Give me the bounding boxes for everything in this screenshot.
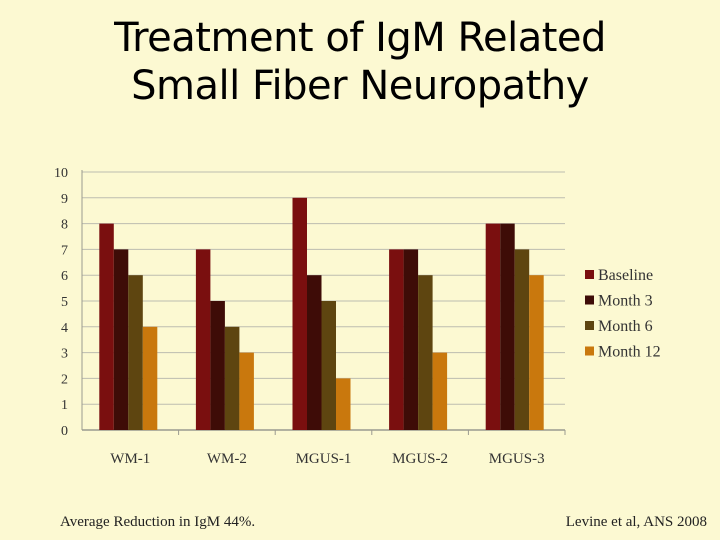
- legend-swatch: [585, 321, 594, 330]
- legend-label: Month 12: [598, 344, 661, 361]
- title-line-1: Treatment of IgM Related: [114, 15, 606, 61]
- bar-wm-1-baseline: [99, 223, 114, 430]
- y-tick-label: 6: [61, 269, 68, 284]
- bar-mgus-1-month-6: [321, 301, 336, 430]
- x-tick-label: WM-1: [110, 451, 150, 467]
- y-tick-label: 2: [61, 372, 68, 387]
- bar-mgus-2-month-12: [432, 352, 448, 430]
- bar-mgus-2-month-6: [418, 275, 433, 430]
- bar-wm-2-month-3: [210, 301, 225, 430]
- y-tick-label: 4: [61, 321, 68, 336]
- slide-title: Treatment of IgM Related Small Fiber Neu…: [0, 14, 720, 110]
- bar-mgus-3-month-12: [529, 275, 544, 430]
- bar-mgus-3-month-6: [514, 249, 530, 430]
- legend-label: Month 3: [598, 293, 653, 310]
- y-tick-label: 5: [61, 295, 68, 310]
- bar-mgus-3-baseline: [485, 223, 501, 430]
- legend-swatch: [585, 346, 594, 356]
- footer-note: Average Reduction in IgM 44%.: [60, 514, 256, 530]
- bar-wm-2-month-6: [224, 326, 240, 430]
- bar-mgus-3-month-3: [500, 223, 515, 430]
- bar-wm-1-month-6: [128, 275, 143, 430]
- bar-wm-1-month-12: [142, 326, 158, 430]
- y-tick-label: 10: [54, 166, 68, 181]
- y-tick-label: 0: [61, 424, 68, 439]
- title-line-2: Small Fiber Neuropathy: [131, 63, 589, 109]
- x-tick-label: MGUS-2: [392, 451, 448, 467]
- legend-label: Month 6: [598, 318, 653, 335]
- footer-citation: Levine et al, ANS 2008: [565, 514, 707, 530]
- y-tick-label: 3: [61, 347, 68, 362]
- bar-mgus-1-month-12: [336, 378, 351, 430]
- x-tick-label: MGUS-1: [296, 451, 352, 467]
- bar-mgus-2-month-3: [403, 249, 419, 430]
- y-tick-label: 9: [61, 192, 68, 207]
- y-tick-label: 1: [61, 398, 68, 413]
- bar-mgus-1-baseline: [292, 197, 307, 430]
- legend-swatch: [585, 295, 594, 305]
- y-tick-label: 7: [61, 243, 68, 258]
- bar-wm-2-month-12: [239, 352, 254, 430]
- bar-mgus-2-baseline: [389, 249, 404, 430]
- bar-wm-2-baseline: [195, 249, 211, 430]
- y-tick-label: 8: [61, 218, 68, 233]
- bar-wm-1-month-3: [113, 249, 129, 430]
- x-tick-label: MGUS-3: [489, 451, 545, 467]
- bar-mgus-1-month-3: [307, 275, 322, 430]
- x-tick-label: WM-2: [207, 451, 247, 467]
- legend-label: Baseline: [598, 267, 653, 284]
- legend-swatch: [585, 270, 594, 279]
